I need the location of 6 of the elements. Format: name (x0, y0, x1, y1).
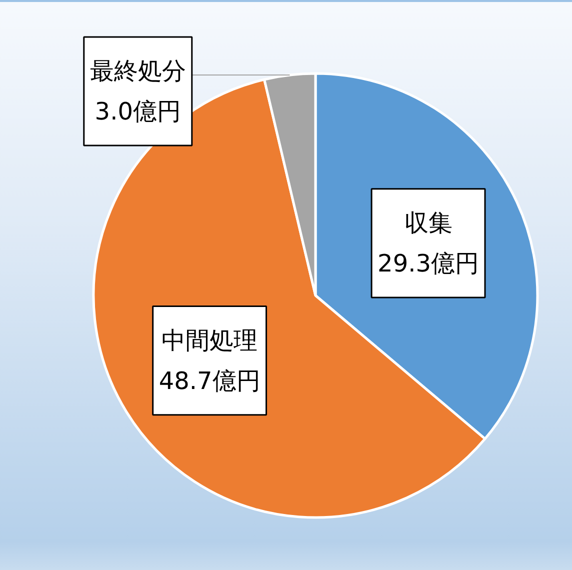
slice-label: 中間処理 (162, 326, 258, 354)
slice-label: 収集 (404, 208, 452, 237)
data-label: 29.3億円 (378, 249, 479, 278)
data-label: 48.7億円 (158, 366, 260, 395)
data-label: 3.0億円 (94, 98, 181, 126)
slice-label: 最終処分 (90, 56, 186, 85)
